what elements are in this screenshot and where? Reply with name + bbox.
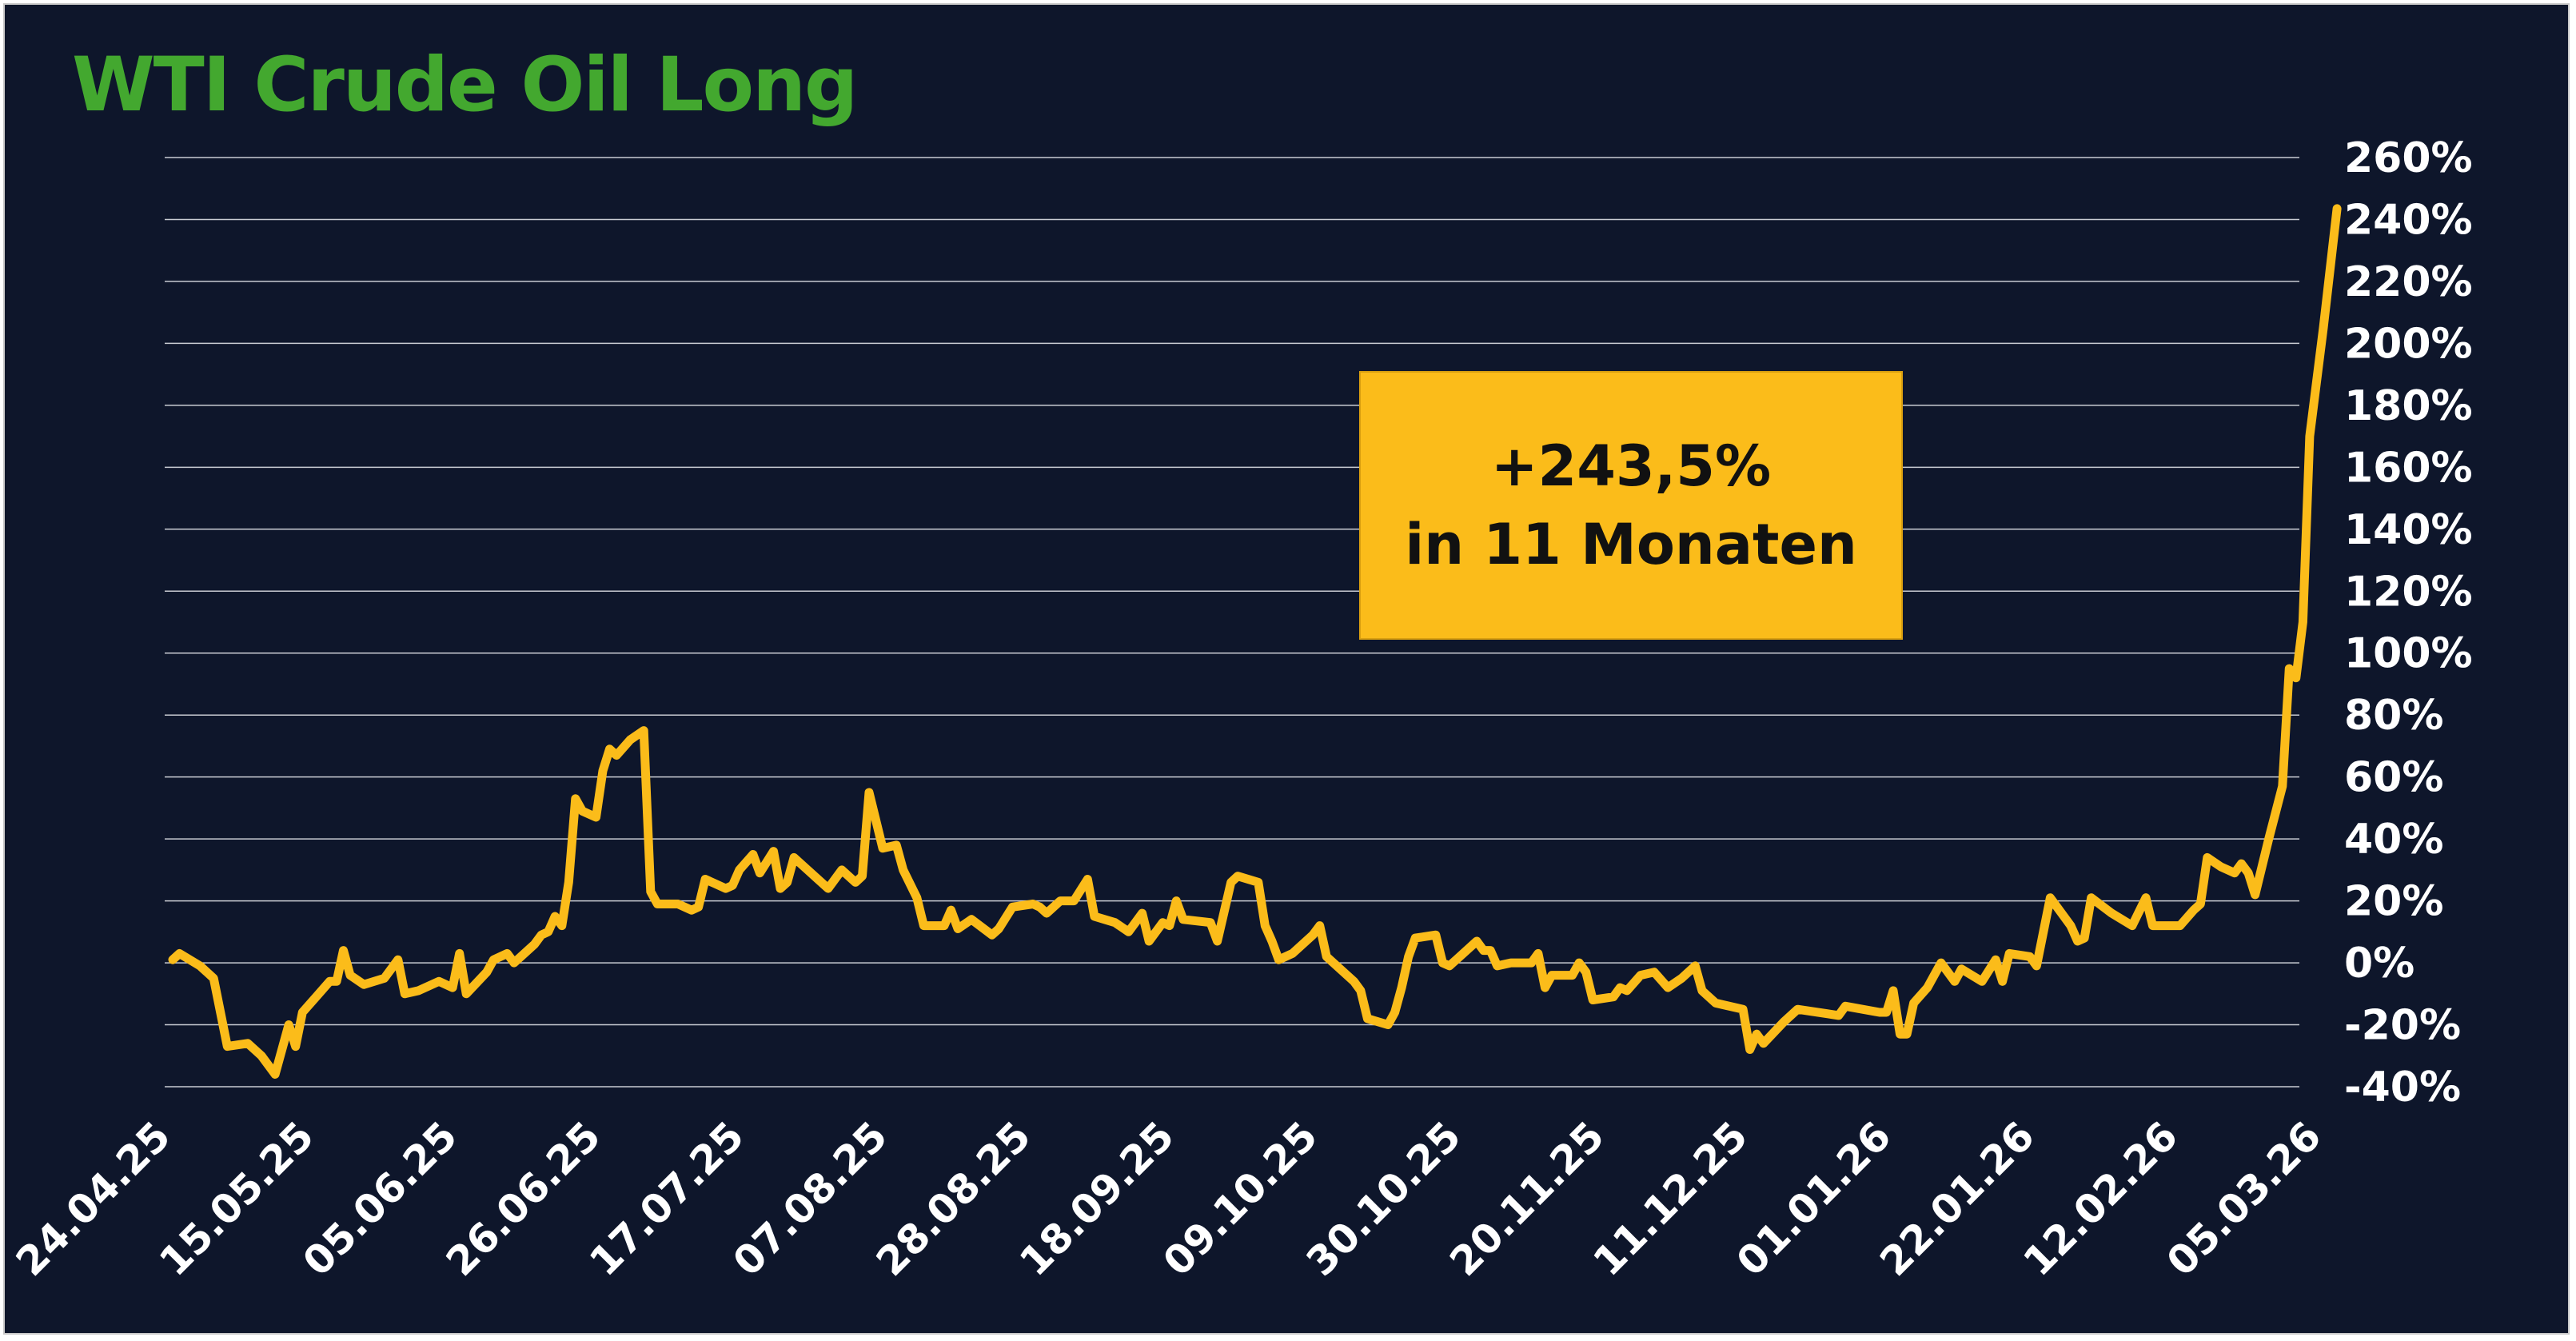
x-tick-label: 28.08.25 (867, 1112, 1039, 1284)
x-tick-label: 12.02.26 (2015, 1112, 2187, 1284)
y-tick-label: 220% (2344, 258, 2473, 306)
y-tick-label: 60% (2344, 754, 2443, 802)
y-tick-label: 80% (2344, 692, 2443, 740)
annotation-period: in 11 Monaten (1405, 512, 1857, 577)
x-tick-label: 09.10.25 (1154, 1112, 1326, 1284)
y-tick-label: 240% (2344, 196, 2473, 244)
y-tick-label: -20% (2344, 1002, 2461, 1050)
series-line (168, 204, 2342, 1079)
y-tick-label: 20% (2344, 878, 2443, 926)
y-tick-label: 180% (2344, 382, 2473, 430)
x-tick-label: 15.05.25 (150, 1112, 322, 1284)
y-tick-label: 40% (2344, 816, 2443, 864)
x-tick-label: 05.03.26 (2158, 1112, 2330, 1284)
x-tick-label: 30.10.25 (1298, 1112, 1469, 1284)
x-tick-label: 20.11.25 (1441, 1112, 1613, 1284)
x-tick-label: 24.04.25 (7, 1112, 179, 1284)
performance-annotation: +243,5% in 11 Monaten (1359, 371, 1903, 640)
x-tick-label: 07.08.25 (724, 1112, 896, 1284)
chart-frame: WTI Crude Oil Long 260% 240% 220% 200% 180% 1… (3, 3, 2570, 1335)
y-axis-ticks: 260% 240% 220% 200% 180% 160% 140% 120% 100% 80% 6… (2344, 134, 2473, 1112)
y-tick-label: 100% (2344, 630, 2473, 678)
x-tick-label: 05.06.25 (294, 1112, 466, 1284)
line-chart: 260% 240% 220% 200% 180% 160% 140% 120% 100% 80% 6… (7, 134, 2473, 1285)
chart-title: WTI Crude Oil Long (72, 42, 858, 129)
y-tick-label: 120% (2344, 568, 2473, 616)
y-tick-label: 0% (2344, 940, 2415, 988)
annotation-percent: +243,5% (1490, 433, 1772, 499)
x-axis-ticks: 24.04.2515.05.2505.06.2526.06.2517.07.25… (7, 1112, 2330, 1284)
x-tick-label: 22.01.26 (1871, 1112, 2043, 1284)
x-tick-label: 17.07.25 (580, 1112, 752, 1284)
y-tick-label: 140% (2344, 506, 2473, 554)
y-tick-label: 260% (2344, 134, 2473, 182)
x-tick-label: 26.06.25 (437, 1112, 609, 1284)
y-tick-label: 200% (2344, 320, 2473, 368)
grid-lines (165, 157, 2299, 1088)
x-tick-label: 11.12.25 (1585, 1112, 1757, 1284)
series (168, 204, 2342, 1079)
x-tick-label: 18.09.25 (1011, 1112, 1182, 1284)
y-tick-label: -40% (2344, 1064, 2461, 1112)
x-tick-label: 01.01.26 (1728, 1112, 1900, 1284)
y-tick-label: 160% (2344, 444, 2473, 492)
